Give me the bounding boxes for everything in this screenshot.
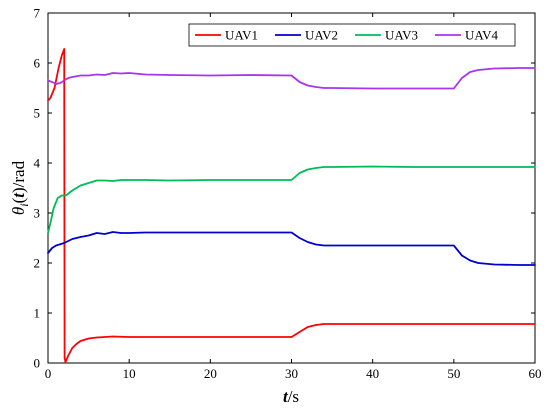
y-tick-label: 0 — [34, 356, 41, 371]
legend-label-uav3: UAV3 — [385, 28, 418, 43]
plot-frame — [47, 12, 536, 364]
x-tick-label: 50 — [447, 366, 460, 381]
series-line-uav2 — [47, 231, 536, 266]
x-tick-label: 0 — [45, 366, 52, 381]
x-tick-label: 60 — [529, 366, 542, 381]
legend-box — [188, 23, 516, 47]
series-lines — [47, 48, 536, 363]
y-tick-label: 2 — [34, 256, 41, 271]
x-tick-label: 10 — [123, 366, 136, 381]
legend-label-uav4: UAV4 — [465, 28, 498, 43]
x-axis-label-variable: t — [283, 387, 289, 406]
legend: UAV1 UAV2 UAV3 UAV4 — [188, 23, 516, 47]
axis-ticks — [47, 12, 536, 364]
y-tick-label: 4 — [34, 156, 41, 171]
x-tick-label: 30 — [285, 366, 298, 381]
y-axis-label: θi(t)/rad — [9, 160, 31, 215]
y-axis-label-unit: /rad — [9, 160, 28, 187]
y-axis-label-paren-close: ) — [9, 187, 28, 193]
y-tick-label: 6 — [34, 56, 41, 71]
y-tick-label: 5 — [34, 106, 41, 121]
x-tick-label: 40 — [366, 366, 379, 381]
y-tick-label: 7 — [34, 6, 41, 21]
x-axis-label-unit: /s — [288, 387, 299, 406]
y-tick-label: 3 — [34, 206, 41, 221]
legend-label-uav2: UAV2 — [305, 28, 338, 43]
x-tick-label: 20 — [204, 366, 217, 381]
y-axis-label-paren-open: ( — [9, 197, 28, 203]
y-axis-label-theta: θ — [9, 207, 28, 215]
y-axis-label-subscript: i — [17, 203, 31, 206]
legend-label-uav1: UAV1 — [225, 28, 258, 43]
x-axis-label: t/s — [283, 387, 299, 406]
y-tick-label: 1 — [34, 306, 41, 321]
legend-items: UAV1 UAV2 UAV3 UAV4 — [195, 28, 498, 43]
series-line-uav4 — [47, 67, 536, 90]
axis-tick-labels: 0 10 20 30 40 50 60 0 1 2 3 4 5 6 7 — [34, 6, 542, 382]
series-line-uav3 — [47, 165, 536, 234]
y-axis-label-t: t — [9, 192, 28, 198]
series-line-uav1 — [47, 48, 536, 363]
